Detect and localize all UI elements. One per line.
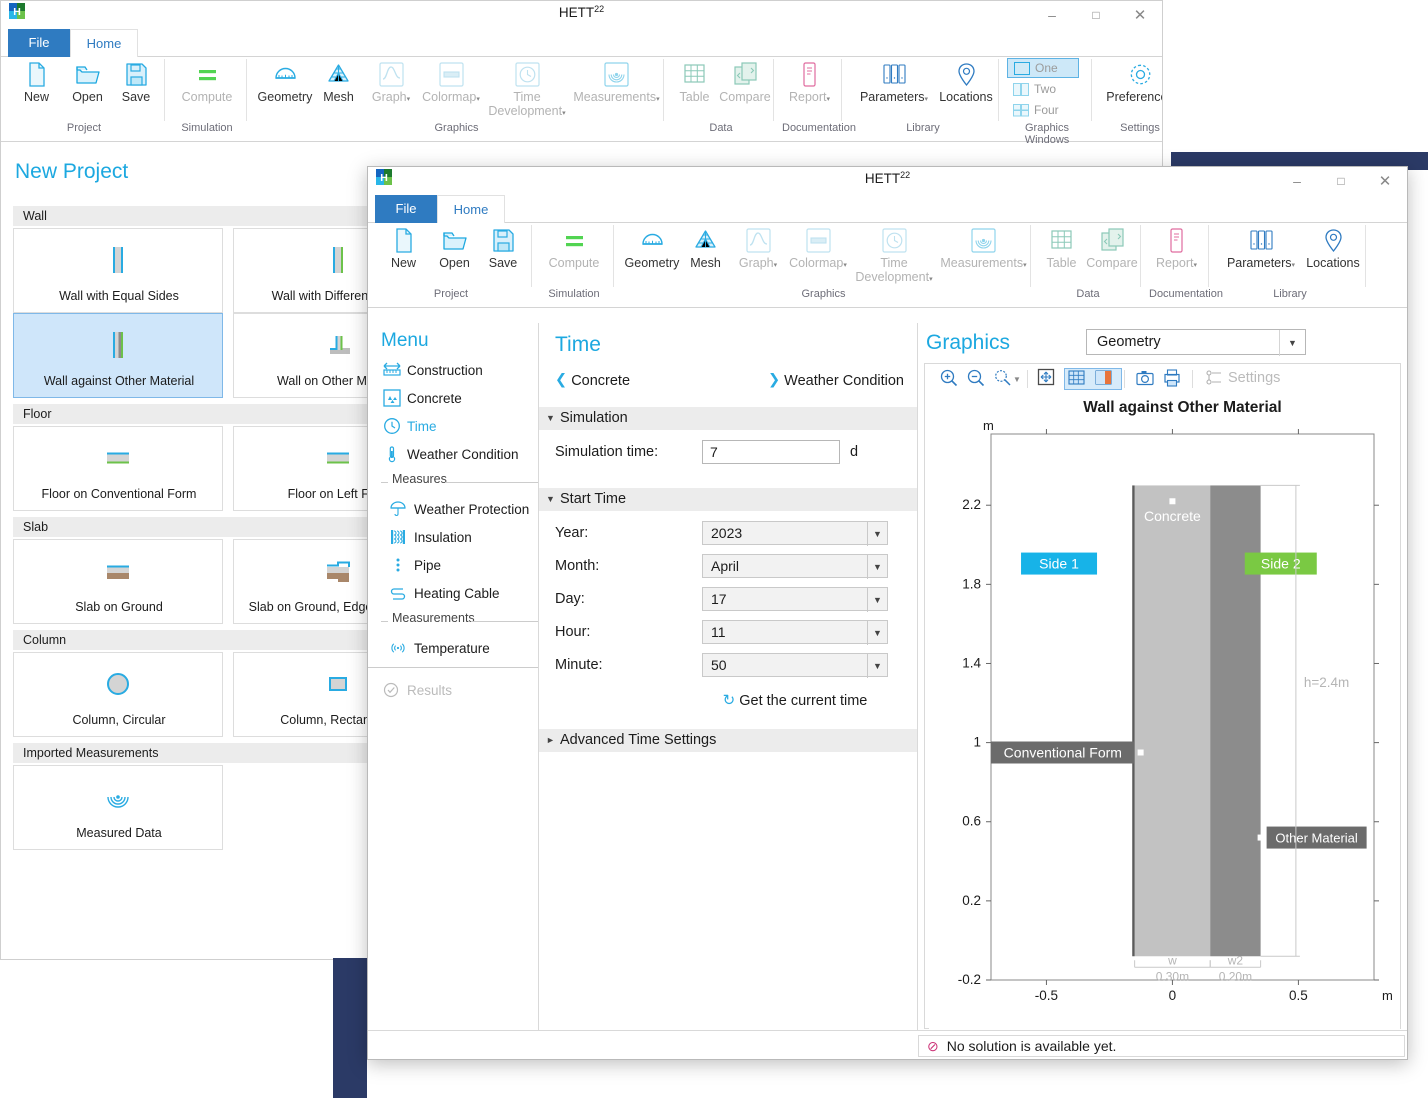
svg-text:Conventional Form: Conventional Form [1004, 745, 1122, 761]
svg-text:m: m [1382, 988, 1393, 1003]
svg-text:Side 1: Side 1 [1039, 556, 1079, 572]
svg-text:1: 1 [973, 735, 981, 750]
svg-text:-0.2: -0.2 [958, 972, 981, 987]
svg-text:0.2: 0.2 [962, 893, 981, 908]
svg-text:0.30m: 0.30m [1156, 969, 1189, 983]
svg-text:m: m [983, 418, 994, 433]
svg-text:Concrete: Concrete [1144, 508, 1201, 524]
svg-text:0.5: 0.5 [1289, 988, 1308, 1003]
svg-text:-0.5: -0.5 [1035, 988, 1058, 1003]
svg-text:w: w [1167, 953, 1177, 967]
svg-text:Other Material: Other Material [1275, 831, 1357, 846]
svg-text:1.4: 1.4 [962, 655, 981, 670]
svg-text:0.20m: 0.20m [1219, 969, 1252, 983]
svg-text:Wall against Other Material: Wall against Other Material [1083, 399, 1281, 416]
svg-text:0: 0 [1169, 988, 1177, 1003]
svg-text:0.6: 0.6 [962, 814, 981, 829]
svg-text:h=2.4m: h=2.4m [1304, 675, 1349, 690]
svg-text:1.8: 1.8 [962, 576, 981, 591]
svg-text:2.2: 2.2 [962, 497, 981, 512]
svg-text:w2: w2 [1227, 953, 1244, 967]
svg-text:Side 2: Side 2 [1261, 556, 1301, 572]
